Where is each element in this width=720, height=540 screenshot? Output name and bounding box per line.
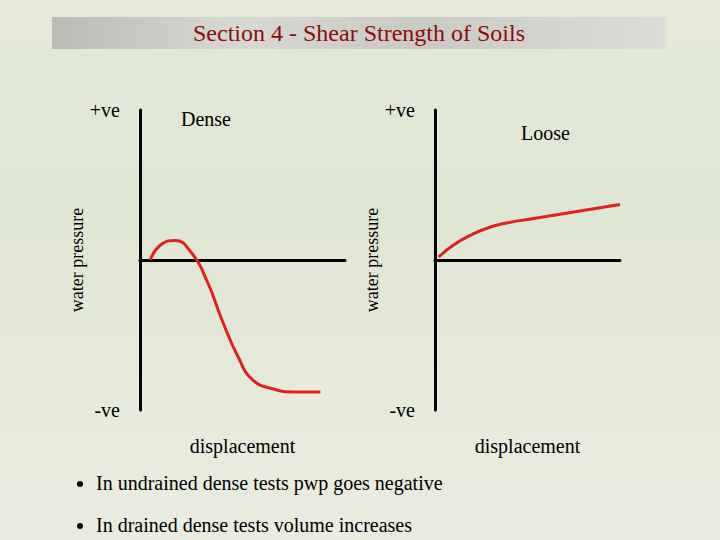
html-text:Section 4 - Shear Strength of: Section 4 - Shear Strength of Soils	[193, 20, 525, 46]
svg-text:-ve: -ve	[389, 399, 415, 421]
html-text:In undrained dense tests pwp g: In undrained dense tests pwp goes negati…	[96, 472, 443, 494]
svg-text:Dense: Dense	[181, 108, 231, 130]
svg-text:Loose: Loose	[521, 122, 570, 144]
svg-text:displacement: displacement	[475, 435, 581, 458]
svg-text:water pressure: water pressure	[67, 208, 87, 312]
svg-text:+ve: +ve	[385, 99, 415, 121]
svg-text:water pressure: water pressure	[362, 208, 382, 312]
svg-text:-ve: -ve	[94, 399, 120, 421]
html-text:In drained dense tests volume: In drained dense tests volume increases	[96, 514, 412, 536]
svg-text:displacement: displacement	[190, 435, 296, 458]
svg-text:+ve: +ve	[90, 99, 120, 121]
